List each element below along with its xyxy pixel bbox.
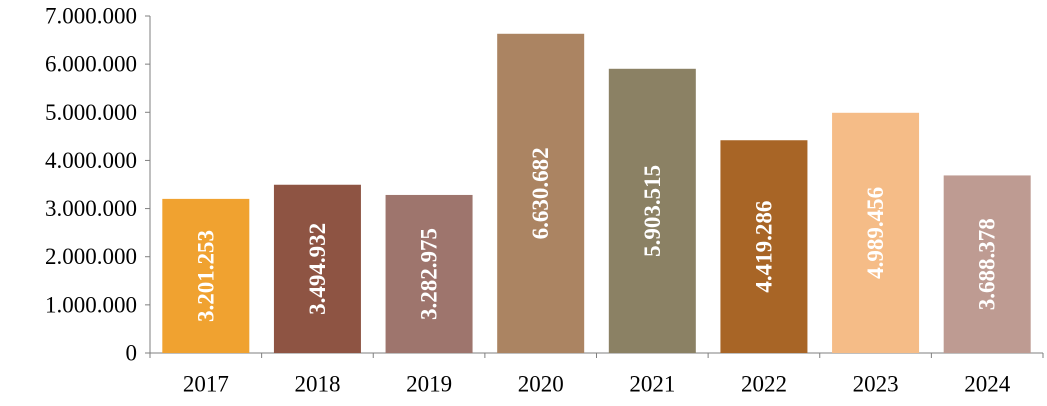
bar-2022 (720, 140, 808, 353)
x-tick-label-2020: 2020 (518, 372, 564, 397)
bar-value-label-2021: 5.903.515 (640, 165, 665, 257)
x-tick-label-2019: 2019 (406, 372, 452, 397)
y-tick-label: 1.000.000 (45, 292, 137, 317)
bar-2021 (608, 68, 696, 354)
bar-2017 (162, 198, 250, 353)
bar-2024 (943, 175, 1031, 353)
x-tick-label-2022: 2022 (741, 372, 787, 397)
bar-2023 (832, 112, 920, 353)
bar-value-label-2018: 3.494.932 (305, 223, 330, 315)
bar-value-label-2019: 3.282.975 (417, 228, 442, 320)
y-tick-label: 2.000.000 (45, 244, 137, 269)
y-axis: 0 1.000.000 2.000.000 3.000.000 4.000.000 5.0… (45, 4, 151, 366)
y-tick-label: 0 (126, 341, 138, 366)
y-tick-label: 4.000.000 (45, 148, 137, 173)
bar-value-label-2020: 6.630.682 (528, 147, 553, 239)
bar-value-label-2024: 3.688.378 (975, 218, 1000, 310)
bar-2019 (385, 194, 473, 353)
y-tick-label: 3.000.000 (45, 196, 137, 221)
y-tick-label: 7.000.000 (45, 4, 137, 29)
bar-2018 (273, 184, 361, 353)
bar-value-label-2022: 4.419.286 (751, 201, 776, 293)
bars: 3.201.253 3.494.932 3.282.975 6.630.682 5.90… (162, 33, 1031, 354)
x-tick-label-2024: 2024 (964, 372, 1011, 397)
x-axis: 2017 2018 2019 2020 2021 2022 2023 2024 (149, 352, 1044, 397)
bar-value-label-2023: 4.989.456 (863, 187, 888, 279)
bar-2020 (497, 33, 585, 353)
x-tick-label-2018: 2018 (294, 372, 340, 397)
y-tick-label: 6.000.000 (45, 52, 137, 77)
x-tick-label-2023: 2023 (853, 372, 899, 397)
bar-value-label-2017: 3.201.253 (193, 230, 218, 322)
x-tick-label-2021: 2021 (629, 372, 675, 397)
y-tick-label: 5.000.000 (45, 100, 137, 125)
x-tick-label-2017: 2017 (183, 372, 229, 397)
